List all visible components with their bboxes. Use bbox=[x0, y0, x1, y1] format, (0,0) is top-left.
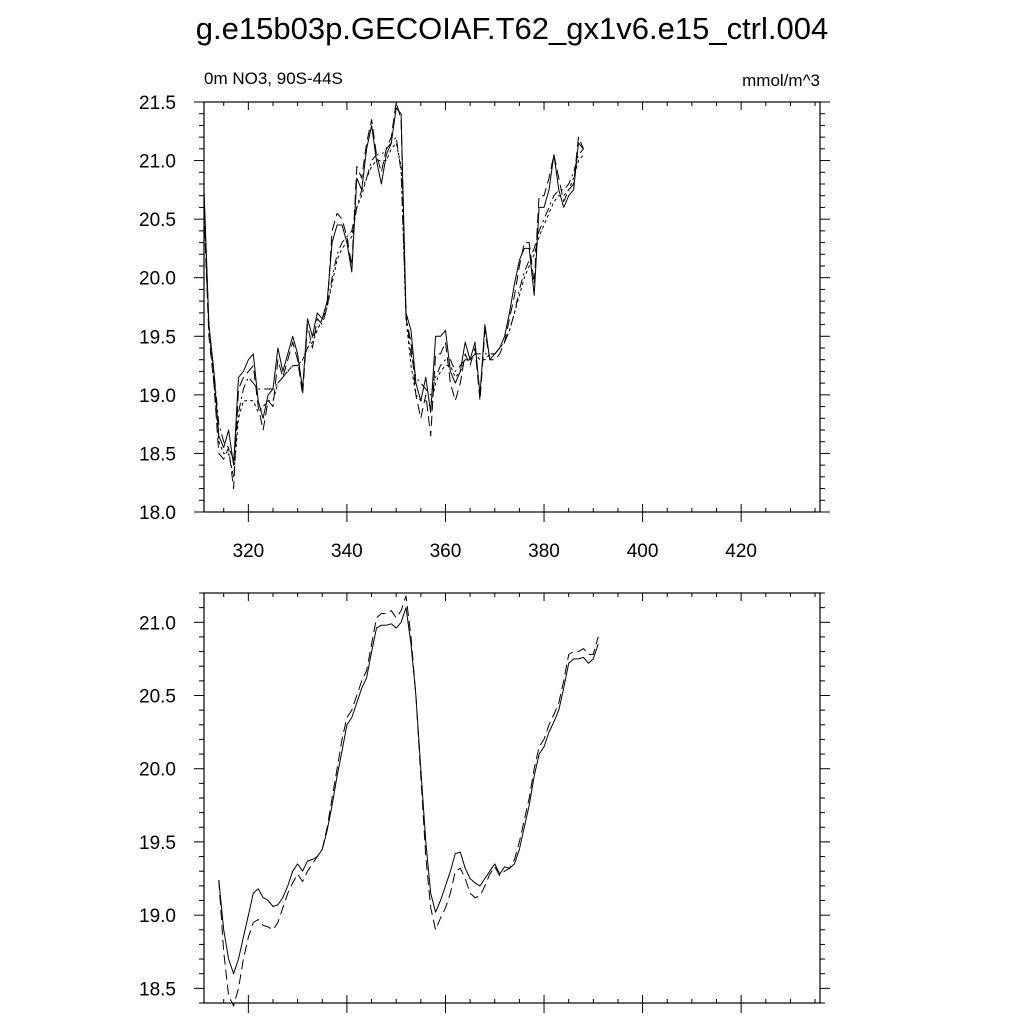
top-plot-frame bbox=[203, 101, 821, 513]
bottom-y-tick-label: 19.5 bbox=[139, 833, 176, 854]
top-x-tick-label: 380 bbox=[528, 541, 560, 562]
bottom-y-tick-label: 21.0 bbox=[139, 613, 176, 634]
bottom-panel: 18.5 19.0 19.5 20.0 20.5 21.0 bbox=[139, 592, 830, 1013]
top-x-tick-label: 420 bbox=[725, 541, 757, 562]
top-series-line-dash-dot bbox=[203, 136, 584, 460]
top-y-tick-label: 19.0 bbox=[139, 386, 176, 407]
bottom-series-line-long-dash bbox=[218, 595, 599, 1007]
top-y-tick-label: 18.0 bbox=[139, 503, 176, 524]
top-series-line-long-dash bbox=[203, 101, 584, 490]
top-y-tick-label: 21.0 bbox=[139, 152, 176, 173]
bottom-y-tick-label: 20.0 bbox=[139, 760, 176, 781]
chart-title: g.e15b03p.GECOIAF.T62_gx1v6.e15_ctrl.004 bbox=[196, 11, 828, 46]
subtitle-left: 0m NO3, 90S-44S bbox=[204, 69, 343, 88]
top-y-tick-label: 19.5 bbox=[139, 327, 176, 348]
top-x-tick-label: 340 bbox=[331, 541, 363, 562]
top-y-tick-label: 18.5 bbox=[139, 444, 176, 465]
bottom-series-line-solid bbox=[218, 607, 599, 975]
top-x-tick-label: 360 bbox=[430, 541, 462, 562]
top-y-tick-label: 20.0 bbox=[139, 269, 176, 290]
top-series-line-short-dash bbox=[203, 142, 584, 478]
bottom-y-tick-label: 18.5 bbox=[139, 979, 176, 1000]
bottom-plot-frame bbox=[203, 592, 821, 1004]
bottom-y-tick-label: 20.5 bbox=[139, 687, 176, 708]
top-x-tick-label: 320 bbox=[233, 541, 265, 562]
bottom-y-tick-label: 19.0 bbox=[139, 906, 176, 927]
top-x-tick-label: 400 bbox=[627, 541, 659, 562]
top-panel: 320 340 360 380 400 420 18.0 18.5 19.0 19.5 20.0 20… bbox=[139, 93, 830, 562]
top-y-tick-label: 20.5 bbox=[139, 210, 176, 231]
subtitle-right: mmol/m^3 bbox=[742, 71, 820, 90]
top-y-tick-label: 21.5 bbox=[139, 93, 176, 114]
top-series-line-solid bbox=[203, 107, 584, 466]
